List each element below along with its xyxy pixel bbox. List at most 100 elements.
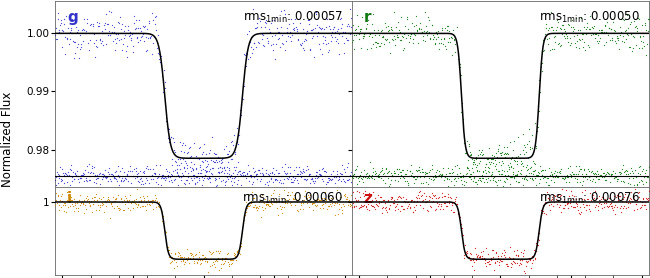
- Point: [468, 256, 478, 260]
- Point: [490, 158, 501, 162]
- Point: [225, 258, 235, 262]
- Point: [354, 36, 364, 41]
- Point: [356, 205, 366, 209]
- Point: [324, 197, 334, 201]
- Point: [349, 205, 359, 209]
- Point: [407, 198, 417, 202]
- Point: [634, 165, 644, 169]
- Point: [67, 31, 77, 36]
- Point: [125, 199, 136, 204]
- Point: [230, 150, 240, 155]
- Point: [192, 156, 202, 160]
- Point: [470, 162, 480, 167]
- Point: [276, 195, 286, 200]
- Point: [249, 170, 259, 175]
- Point: [395, 30, 406, 34]
- Point: [67, 201, 77, 206]
- Point: [53, 176, 64, 180]
- Point: [391, 34, 402, 39]
- Point: [154, 52, 164, 56]
- Point: [458, 175, 469, 180]
- Point: [179, 259, 190, 264]
- Point: [242, 170, 252, 175]
- Point: [450, 49, 461, 54]
- Point: [558, 177, 569, 182]
- Point: [70, 171, 80, 175]
- Point: [634, 206, 645, 210]
- Point: [260, 206, 270, 210]
- Point: [230, 252, 240, 257]
- Point: [454, 61, 464, 65]
- Point: [215, 262, 226, 266]
- Point: [255, 194, 266, 198]
- Point: [266, 34, 277, 38]
- Point: [411, 14, 421, 19]
- Point: [304, 22, 315, 27]
- Point: [384, 207, 394, 211]
- Point: [88, 22, 99, 27]
- Point: [235, 173, 246, 177]
- Point: [347, 175, 358, 179]
- Point: [172, 163, 183, 168]
- Point: [430, 42, 440, 46]
- Point: [532, 173, 542, 177]
- Point: [510, 172, 520, 177]
- Point: [567, 192, 577, 197]
- Point: [367, 34, 377, 39]
- Point: [590, 189, 600, 193]
- Point: [249, 41, 259, 45]
- Point: [160, 86, 170, 90]
- Point: [629, 35, 640, 39]
- Point: [176, 255, 186, 259]
- Point: [448, 183, 459, 187]
- Point: [644, 165, 650, 169]
- Point: [562, 202, 572, 206]
- Point: [365, 160, 375, 164]
- Point: [627, 176, 638, 181]
- Point: [351, 167, 361, 171]
- Point: [357, 15, 367, 19]
- Point: [90, 173, 100, 177]
- Point: [577, 183, 587, 188]
- Point: [120, 202, 131, 206]
- Point: [352, 13, 362, 17]
- Point: [66, 168, 76, 172]
- Point: [118, 178, 129, 183]
- Point: [348, 204, 359, 209]
- Point: [549, 34, 559, 39]
- Point: [404, 202, 414, 206]
- Point: [212, 183, 222, 187]
- Point: [214, 165, 225, 170]
- Point: [70, 172, 81, 176]
- Point: [587, 25, 597, 29]
- Point: [237, 173, 248, 177]
- Point: [469, 157, 479, 162]
- Point: [224, 264, 235, 269]
- Point: [504, 255, 514, 260]
- Point: [426, 22, 437, 27]
- Point: [487, 170, 497, 175]
- Point: [236, 241, 246, 245]
- Point: [529, 162, 539, 166]
- Point: [596, 29, 606, 34]
- Point: [628, 196, 638, 200]
- Point: [544, 25, 554, 30]
- Point: [91, 192, 101, 197]
- Point: [625, 44, 635, 49]
- Point: [441, 47, 451, 51]
- Point: [343, 178, 353, 183]
- Point: [586, 198, 596, 202]
- Point: [190, 166, 201, 170]
- Point: [103, 165, 114, 170]
- Point: [92, 45, 102, 49]
- Point: [217, 258, 228, 263]
- Point: [367, 197, 377, 202]
- Point: [526, 266, 536, 270]
- Point: [543, 183, 553, 187]
- Point: [203, 162, 213, 167]
- Point: [554, 170, 564, 175]
- Point: [584, 26, 595, 31]
- Point: [344, 173, 355, 177]
- Point: [434, 195, 445, 199]
- Point: [207, 174, 217, 178]
